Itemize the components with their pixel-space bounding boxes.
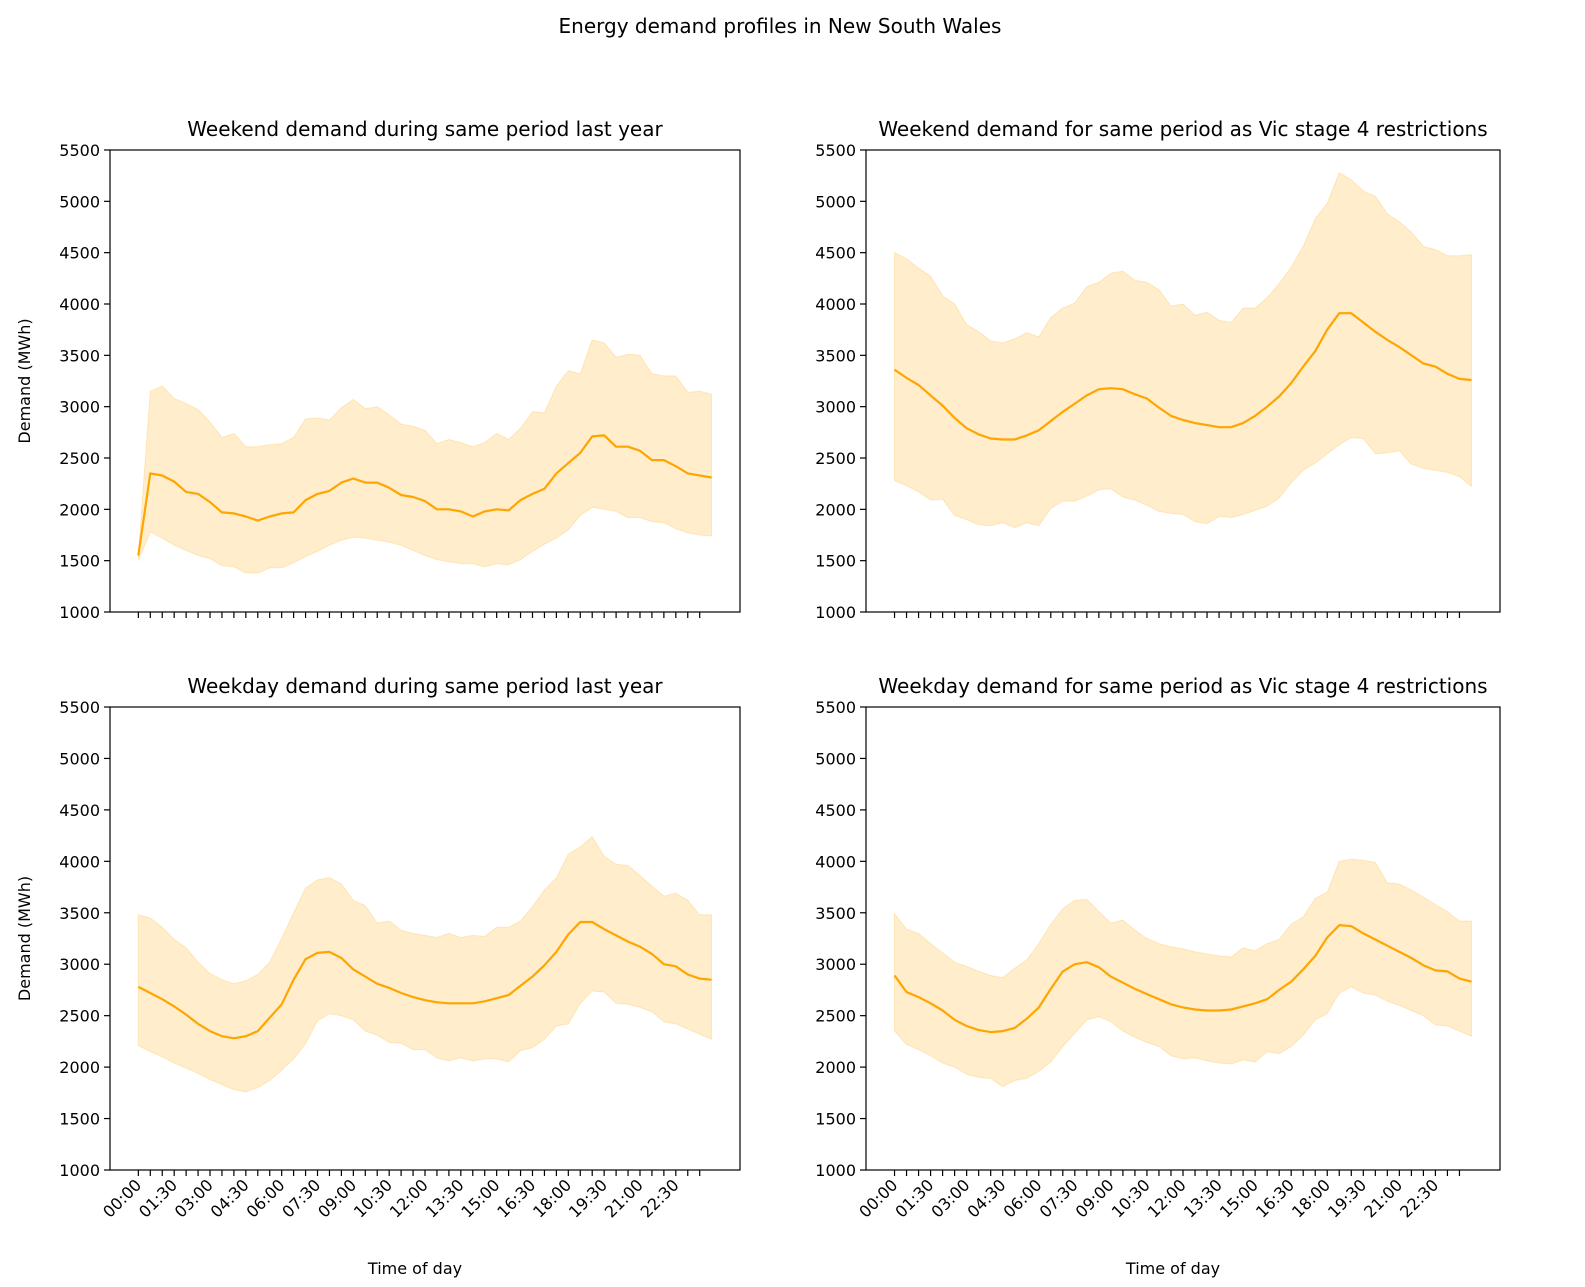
x-tick-label: 15:00 (457, 1175, 503, 1221)
y-tick-label: 5000 (59, 192, 100, 211)
y-tick-label: 3500 (815, 346, 856, 365)
y-tick-label: 2500 (59, 1007, 100, 1026)
y-tick-label: 4500 (815, 244, 856, 263)
x-tick-label: 13:30 (422, 1175, 468, 1221)
x-tick-label: 19:30 (565, 1175, 611, 1221)
y-axis-label: Demand (MWh) (15, 876, 34, 1001)
x-tick-label: 06:00 (1000, 1175, 1046, 1221)
y-tick-label: 2000 (59, 500, 100, 519)
y-tick-label: 5500 (815, 698, 856, 717)
y-tick-label: 4500 (59, 244, 100, 263)
y-tick-label: 1000 (59, 1161, 100, 1180)
x-tick-label: 18:00 (1288, 1175, 1334, 1221)
x-tick-label: 06:00 (242, 1175, 288, 1221)
x-tick-label: 19:30 (1324, 1175, 1370, 1221)
y-tick-label: 4000 (59, 852, 100, 871)
x-tick-label: 01:30 (135, 1175, 181, 1221)
x-tick-label: 12:00 (1144, 1175, 1190, 1221)
y-tick-label: 1500 (59, 552, 100, 571)
y-tick-label: 5000 (815, 749, 856, 768)
x-tick-label: 03:00 (927, 1175, 973, 1221)
x-tick-label: 10:30 (350, 1175, 396, 1221)
demand-range-band (894, 858, 1472, 1088)
y-tick-label: 5500 (815, 141, 856, 160)
x-tick-label: 00:00 (99, 1175, 145, 1221)
x-tick-label: 03:00 (171, 1175, 217, 1221)
demand-range-band (137, 835, 713, 1093)
x-tick-label: 09:00 (1072, 1175, 1118, 1221)
y-axis-label: Demand (MWh) (15, 318, 34, 443)
y-tick-label: 3500 (59, 346, 100, 365)
y-tick-label: 3000 (59, 398, 100, 417)
y-tick-label: 5000 (815, 192, 856, 211)
panel-2: 1000 1500 2000 2500 3000 3500 4000 4500 5000 5500… (815, 117, 1501, 622)
y-tick-label: 1000 (815, 603, 856, 622)
x-tick-label: 16:30 (493, 1175, 539, 1221)
y-tick-label: 1000 (815, 1161, 856, 1180)
y-tick-label: 2500 (815, 1007, 856, 1026)
y-tick-label: 2000 (815, 500, 856, 519)
y-tick-label: 2500 (59, 449, 100, 468)
y-tick-label: 4000 (815, 852, 856, 871)
x-tick-label: 21:00 (601, 1175, 647, 1221)
y-tick-label: 1000 (59, 603, 100, 622)
x-tick-label: 15:00 (1216, 1175, 1262, 1221)
mean-demand-line (137, 920, 712, 1040)
x-tick-label: 04:30 (207, 1175, 253, 1221)
y-tick-label: 3500 (59, 904, 100, 923)
y-tick-label: 4500 (815, 801, 856, 820)
y-tick-label: 4500 (59, 801, 100, 820)
x-tick-label: 12:00 (386, 1175, 432, 1221)
y-tick-label: 2000 (815, 1058, 856, 1077)
y-tick-label: 3000 (815, 398, 856, 417)
y-tick-label: 3000 (815, 955, 856, 974)
x-tick-label: 18:00 (529, 1175, 575, 1221)
figure-title: Energy demand profiles in New South Wale… (559, 14, 1002, 38)
y-tick-label: 3000 (59, 955, 100, 974)
mean-demand-line (893, 924, 1472, 1034)
panel-title: Weekday demand for same period as Vic st… (878, 674, 1487, 698)
y-tick-label: 3500 (815, 904, 856, 923)
y-tick-label: 1500 (815, 552, 856, 571)
demand-range-band (137, 339, 713, 574)
x-axis-label: Time of day (1125, 1259, 1220, 1278)
panel-title: Weekend demand during same period last y… (187, 117, 663, 141)
y-tick-label: 4000 (59, 295, 100, 314)
y-tick-label: 4000 (815, 295, 856, 314)
mean-demand-line (137, 434, 712, 556)
y-tick-label: 5500 (59, 698, 100, 717)
panel-title: Weekday demand during same period last y… (187, 674, 663, 698)
y-tick-label: 1500 (59, 1110, 100, 1129)
y-tick-label: 2000 (59, 1058, 100, 1077)
panel-1: 1000 1500 2000 2500 3000 3500 4000 4500 5000 5500… (15, 117, 741, 622)
x-tick-label: 09:00 (314, 1175, 360, 1221)
x-tick-label: 01:30 (891, 1175, 937, 1221)
panel-title: Weekend demand for same period as Vic st… (878, 117, 1487, 141)
x-tick-label: 00:00 (855, 1175, 901, 1221)
x-tick-label: 13:30 (1180, 1175, 1226, 1221)
x-tick-label: 22:30 (637, 1175, 683, 1221)
mean-demand-line (893, 312, 1472, 441)
panel-3: 1000 1500 2000 2500 3000 3500 4000 4500 5000 5500… (15, 674, 741, 1278)
x-axis-label: Time of day (367, 1259, 462, 1278)
y-tick-label: 5000 (59, 749, 100, 768)
x-tick-label: 07:30 (278, 1175, 324, 1221)
x-tick-label: 10:30 (1108, 1175, 1154, 1221)
x-tick-label: 16:30 (1252, 1175, 1298, 1221)
y-tick-label: 5500 (59, 141, 100, 160)
x-tick-label: 07:30 (1036, 1175, 1082, 1221)
y-tick-label: 2500 (815, 449, 856, 468)
demand-range-band (894, 171, 1472, 529)
x-tick-label: 22:30 (1396, 1175, 1442, 1221)
x-tick-label: 21:00 (1360, 1175, 1406, 1221)
y-tick-label: 1500 (815, 1110, 856, 1129)
panel-4: 1000 1500 2000 2500 3000 3500 4000 4500 5000 5500… (815, 674, 1501, 1278)
x-tick-label: 04:30 (963, 1175, 1009, 1221)
